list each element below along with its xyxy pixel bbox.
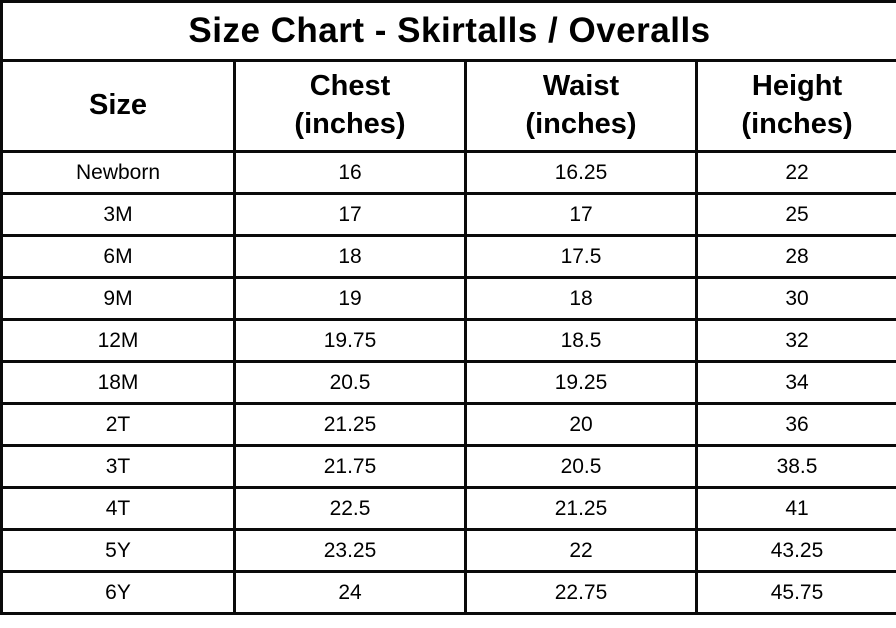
chest-cell: 18	[233, 234, 467, 279]
chest-cell: 21.25	[233, 402, 467, 447]
height-cell: 25	[694, 192, 896, 237]
size-cell: Newborn	[0, 150, 236, 195]
table-row: 9M 19 18 30	[0, 276, 896, 321]
chest-cell: 17	[233, 192, 467, 237]
height-cell: 32	[694, 318, 896, 363]
table-row: 12M 19.75 18.5 32	[0, 318, 896, 363]
waist-cell: 20.5	[464, 444, 698, 489]
chest-cell: 19.75	[233, 318, 467, 363]
chest-cell: 22.5	[233, 486, 467, 531]
column-header-size: Size	[0, 59, 236, 153]
size-chart-body: Newborn 16 16.25 22 3M 17 17 25 6M 18 17…	[0, 150, 896, 615]
size-chart-table: Size Chart - Skirtalls / Overalls Size C…	[0, 0, 896, 615]
chest-cell: 16	[233, 150, 467, 195]
size-cell: 18M	[0, 360, 236, 405]
waist-cell: 18.5	[464, 318, 698, 363]
table-row: 3T 21.75 20.5 38.5	[0, 444, 896, 489]
waist-cell: 18	[464, 276, 698, 321]
chest-cell: 24	[233, 570, 467, 615]
chest-cell: 23.25	[233, 528, 467, 573]
height-cell: 43.25	[694, 528, 896, 573]
height-cell: 28	[694, 234, 896, 279]
height-cell: 30	[694, 276, 896, 321]
chest-cell: 21.75	[233, 444, 467, 489]
waist-cell: 16.25	[464, 150, 698, 195]
waist-cell: 22.75	[464, 570, 698, 615]
table-row: 6Y 24 22.75 45.75	[0, 570, 896, 615]
table-row: 2T 21.25 20 36	[0, 402, 896, 447]
size-cell: 5Y	[0, 528, 236, 573]
column-header-size-label: Size	[88, 89, 148, 122]
height-cell: 22	[694, 150, 896, 195]
size-cell: 3T	[0, 444, 236, 489]
column-header-chest-unit: (inches)	[294, 108, 406, 140]
waist-cell: 21.25	[464, 486, 698, 531]
height-cell: 41	[694, 486, 896, 531]
chest-cell: 20.5	[233, 360, 467, 405]
table-row: 4T 22.5 21.25 41	[0, 486, 896, 531]
table-row: 3M 17 17 25	[0, 192, 896, 237]
column-header-waist-label: Waist	[542, 70, 620, 103]
height-cell: 36	[694, 402, 896, 447]
column-header-chest: Chest (inches)	[233, 59, 467, 153]
table-row: 6M 18 17.5 28	[0, 234, 896, 279]
waist-cell: 19.25	[464, 360, 698, 405]
column-header-waist: Waist (inches)	[464, 59, 698, 153]
size-cell: 2T	[0, 402, 236, 447]
column-header-height: Height (inches)	[694, 59, 896, 153]
height-cell: 45.75	[694, 570, 896, 615]
chest-cell: 19	[233, 276, 467, 321]
height-cell: 34	[694, 360, 896, 405]
waist-cell: 17	[464, 192, 698, 237]
size-cell: 9M	[0, 276, 236, 321]
size-cell: 12M	[0, 318, 236, 363]
size-cell: 6M	[0, 234, 236, 279]
column-header-row: Size Chest (inches) Waist (inches) Heigh…	[0, 59, 896, 153]
chart-title: Size Chart - Skirtalls / Overalls	[0, 0, 896, 62]
size-cell: 4T	[0, 486, 236, 531]
table-row: 5Y 23.25 22 43.25	[0, 528, 896, 573]
column-header-waist-unit: (inches)	[525, 108, 637, 140]
waist-cell: 17.5	[464, 234, 698, 279]
title-row: Size Chart - Skirtalls / Overalls	[0, 0, 896, 62]
size-cell: 3M	[0, 192, 236, 237]
column-header-chest-label: Chest	[309, 70, 391, 103]
table-row: Newborn 16 16.25 22	[0, 150, 896, 195]
table-row: 18M 20.5 19.25 34	[0, 360, 896, 405]
waist-cell: 22	[464, 528, 698, 573]
size-cell: 6Y	[0, 570, 236, 615]
column-header-height-label: Height	[751, 70, 843, 103]
column-header-height-unit: (inches)	[741, 108, 853, 140]
height-cell: 38.5	[694, 444, 896, 489]
waist-cell: 20	[464, 402, 698, 447]
